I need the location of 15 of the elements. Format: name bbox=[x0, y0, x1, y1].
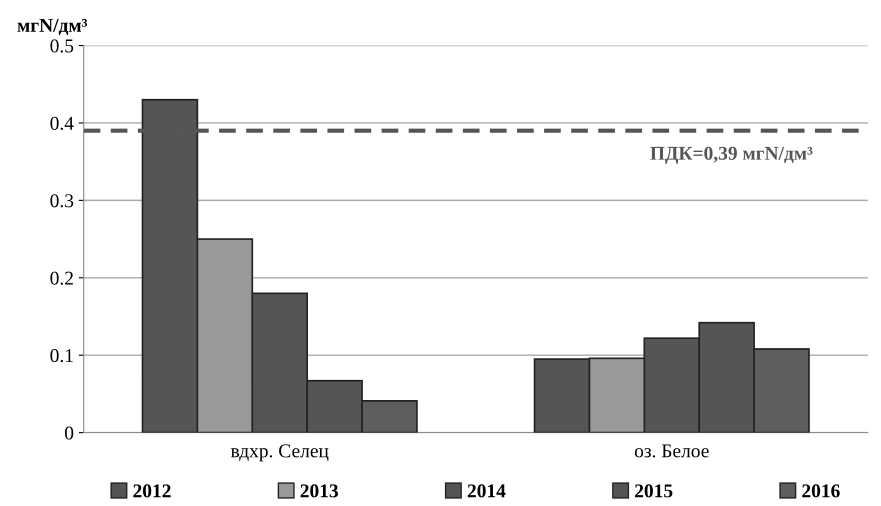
legend-label: 2012 bbox=[133, 484, 171, 498]
y-tick-label: 0.5 bbox=[50, 39, 74, 53]
ref-line-label: ПДК=0,39 мгN/дм³ bbox=[650, 146, 812, 164]
y-tick-label: 0 bbox=[64, 426, 74, 440]
y-tick-label: 0.3 bbox=[50, 194, 74, 208]
x-tick-label: оз. Белое bbox=[634, 444, 709, 458]
y-tick-label: 0.4 bbox=[50, 116, 74, 130]
legend-label: 2015 bbox=[635, 484, 672, 498]
y-tick-label: 0.2 bbox=[50, 272, 73, 285]
x-tick-label: вдхр. Селец bbox=[230, 444, 328, 462]
y-axis-title: мгN/дм³ bbox=[18, 18, 88, 36]
y-tick-label: 0.1 bbox=[50, 349, 73, 362]
legend-label: 2014 bbox=[468, 484, 506, 498]
legend-label: 2013 bbox=[300, 484, 338, 498]
legend-label: 2016 bbox=[802, 484, 840, 498]
